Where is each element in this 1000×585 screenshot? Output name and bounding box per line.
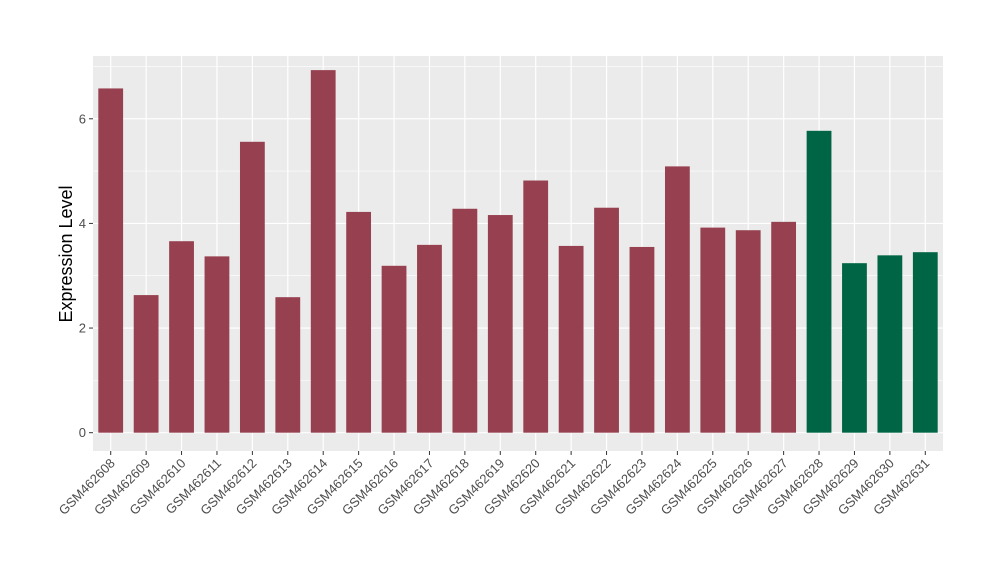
bar-GSM462623 — [629, 246, 655, 433]
bar-GSM462622 — [594, 207, 619, 433]
bar-GSM462620 — [523, 180, 549, 433]
bar-GSM462631 — [912, 252, 938, 433]
bar-GSM462628 — [806, 130, 832, 433]
bar-GSM462615 — [346, 211, 372, 433]
bar-GSM462611 — [204, 256, 230, 433]
bar-GSM462629 — [842, 263, 867, 433]
y-tick-label: 2 — [79, 321, 86, 336]
grid-minor — [93, 66, 943, 381]
bar-GSM462613 — [275, 297, 301, 433]
bar-GSM462630 — [877, 255, 903, 433]
bar-GSM462617 — [417, 244, 442, 433]
y-tick-label: 6 — [79, 111, 86, 126]
bar-GSM462618 — [452, 208, 478, 433]
bar-GSM462619 — [487, 215, 513, 433]
x-axis: GSM462608GSM462609GSM462610GSM462611GSM4… — [56, 451, 932, 518]
bar-GSM462624 — [664, 166, 690, 433]
bars — [98, 70, 938, 433]
y-axis-title: Expression Level — [56, 185, 76, 322]
bar-GSM462616 — [381, 265, 407, 433]
y-tick-label: 0 — [79, 425, 86, 440]
bar-GSM462608 — [98, 88, 124, 433]
bar-GSM462614 — [310, 70, 336, 433]
y-tick-label: 4 — [79, 216, 86, 231]
bar-GSM462625 — [700, 227, 726, 433]
bar-GSM462627 — [771, 221, 797, 433]
bar-GSM462609 — [133, 295, 159, 433]
y-axis: 0 2 4 6 — [79, 111, 93, 440]
bar-GSM462621 — [558, 245, 584, 433]
bar-GSM462612 — [239, 141, 265, 433]
bar-GSM462610 — [169, 241, 194, 433]
plot-panel — [93, 56, 943, 451]
bar-GSM462626 — [735, 230, 761, 433]
